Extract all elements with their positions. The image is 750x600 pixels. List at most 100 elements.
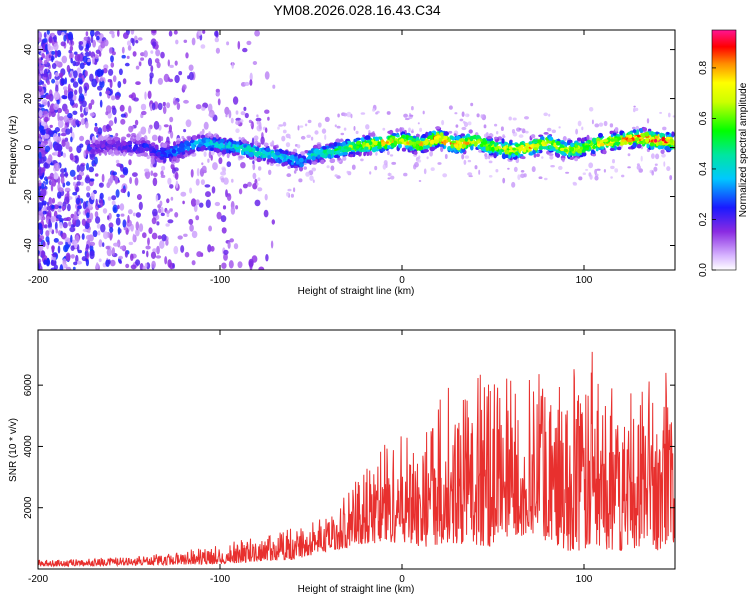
heatmap-noise-cell bbox=[263, 209, 269, 218]
heatmap-noise-cell bbox=[172, 263, 176, 269]
heatmap-noise-cell bbox=[151, 260, 156, 269]
heatmap-ridge-cell bbox=[267, 155, 271, 159]
heatmap-ridge-cell bbox=[374, 136, 379, 141]
heatmap-ridge-cell bbox=[664, 145, 670, 151]
heatmap-noise-cell bbox=[128, 159, 132, 166]
heatmap-noise-cell bbox=[543, 112, 548, 117]
heatmap-noise-cell bbox=[58, 72, 64, 78]
heatmap-ridge-cell bbox=[370, 132, 376, 137]
heatmap-noise-cell bbox=[178, 71, 183, 76]
heatmap-noise-cell bbox=[147, 90, 152, 100]
heatmap-ridge-cell bbox=[152, 150, 157, 154]
heatmap-noise-cell bbox=[296, 144, 301, 149]
heatmap-noise-cell bbox=[211, 186, 216, 194]
heatmap-ridge-cell bbox=[509, 140, 513, 146]
heatmap-noise-cell bbox=[46, 205, 52, 211]
heatmap-noise-cell bbox=[70, 57, 73, 64]
heatmap-x-ticks: -200 -100 0 100 bbox=[28, 30, 593, 286]
heatmap-noise-cell bbox=[312, 179, 315, 183]
heatmap-ridge-cell bbox=[197, 138, 203, 143]
heatmap-noise-cell bbox=[120, 188, 127, 193]
heatmap-noise-cell bbox=[207, 244, 212, 253]
heatmap-noise-cell bbox=[174, 74, 180, 84]
heatmap-noise-cell bbox=[38, 133, 42, 139]
heatmap-noise-cell bbox=[418, 155, 421, 160]
heatmap-noise-cell bbox=[541, 156, 544, 159]
heatmap-noise-cell bbox=[588, 162, 594, 169]
heatmap-ridge-cell bbox=[159, 147, 166, 151]
heatmap-noise-cell bbox=[75, 119, 79, 126]
heatmap-ridge-cell bbox=[381, 141, 386, 147]
heatmap-noise-cell bbox=[155, 194, 159, 202]
heatmap-noise-cell bbox=[64, 77, 68, 85]
heatmap-ridge-cell bbox=[555, 141, 561, 146]
heatmap-noise-cell bbox=[252, 163, 256, 171]
heatmap-noise-cell bbox=[517, 174, 521, 181]
heatmap-ridge-cell bbox=[498, 150, 502, 155]
heatmap-ridge-cell bbox=[540, 136, 545, 140]
heatmap-noise-cell bbox=[99, 99, 103, 108]
heatmap-noise-cell bbox=[290, 193, 294, 198]
heatmap-ridge-cell bbox=[307, 150, 312, 154]
heatmap-ridge-cell bbox=[377, 146, 382, 150]
heatmap-noise-cell bbox=[57, 176, 61, 185]
heatmap-ridge-cell bbox=[569, 147, 575, 152]
heatmap-noise-cell bbox=[46, 30, 50, 35]
heatmap-ridge-cell bbox=[627, 138, 633, 143]
heatmap-ridge-cell bbox=[397, 141, 403, 145]
heatmap-noise-cell bbox=[38, 151, 42, 159]
heatmap-noise-cell bbox=[455, 124, 459, 128]
heatmap-ridge-cell bbox=[95, 143, 100, 149]
heatmap-noise-cell bbox=[118, 260, 122, 264]
heatmap-noise-cell bbox=[58, 116, 64, 121]
heatmap-ridge-cell bbox=[331, 149, 335, 155]
heatmap-noise-cell bbox=[627, 153, 631, 157]
heatmap-ridge-cell bbox=[454, 144, 459, 149]
heatmap-ridge-cell bbox=[423, 149, 428, 153]
heatmap-ridge-cell bbox=[504, 149, 510, 156]
heatmap-noise-cell bbox=[49, 32, 56, 37]
heatmap-x-axis-label: Height of straight line (km) bbox=[298, 286, 415, 297]
heatmap-ridge-cell bbox=[295, 160, 301, 165]
heatmap-noise-cell bbox=[82, 228, 88, 232]
heatmap-ridge-cell bbox=[219, 138, 225, 143]
heatmap-ridge-cell bbox=[251, 147, 256, 153]
heatmap-noise-cell bbox=[92, 56, 95, 65]
heatmap-noise-cell bbox=[286, 192, 290, 197]
heatmap-noise-cell bbox=[160, 136, 164, 142]
heatmap-noise-cell bbox=[119, 174, 125, 178]
heatmap-noise-cell bbox=[98, 258, 102, 263]
heatmap-ridge-cell bbox=[212, 139, 216, 144]
heatmap-noise-cell bbox=[157, 235, 162, 240]
heatmap-noise-cell bbox=[267, 116, 270, 121]
heatmap-noise-cell bbox=[47, 100, 50, 108]
heatmap-noise-cell bbox=[39, 125, 45, 131]
heatmap-ridge-cell bbox=[263, 142, 269, 146]
heatmap-noise-cell bbox=[461, 153, 465, 160]
heatmap-noise-cell bbox=[148, 227, 153, 235]
heatmap-ridge-cell bbox=[438, 137, 443, 142]
heatmap-ridge-cell bbox=[592, 144, 596, 150]
heatmap-noise-cell bbox=[111, 51, 116, 56]
heatmap-noise-cell bbox=[520, 170, 525, 173]
heatmap-noise-cell bbox=[511, 129, 516, 134]
heatmap-noise-cell bbox=[207, 158, 210, 163]
heatmap-noise-cell bbox=[463, 159, 467, 165]
heatmap-ridge-cell bbox=[366, 151, 370, 157]
heatmap-ridge-cell bbox=[173, 141, 176, 147]
heatmap-noise-cell bbox=[84, 176, 91, 184]
heatmap-noise-cell bbox=[135, 259, 141, 266]
heatmap-noise-cell bbox=[83, 92, 87, 97]
heatmap-noise-cell bbox=[183, 233, 188, 237]
heatmap-ridge-cell bbox=[637, 134, 641, 138]
heatmap-noise-cell bbox=[38, 138, 43, 142]
heatmap-ridge-cell bbox=[433, 136, 439, 141]
heatmap-noise-cell bbox=[65, 181, 71, 186]
heatmap-noise-cell bbox=[79, 104, 83, 113]
heatmap-noise-cell bbox=[513, 166, 518, 172]
heatmap-noise-cell bbox=[61, 232, 67, 240]
heatmap-noise-cell bbox=[594, 175, 599, 181]
heatmap-ridge-cell bbox=[98, 149, 105, 152]
heatmap-ridge-cell bbox=[505, 154, 509, 159]
